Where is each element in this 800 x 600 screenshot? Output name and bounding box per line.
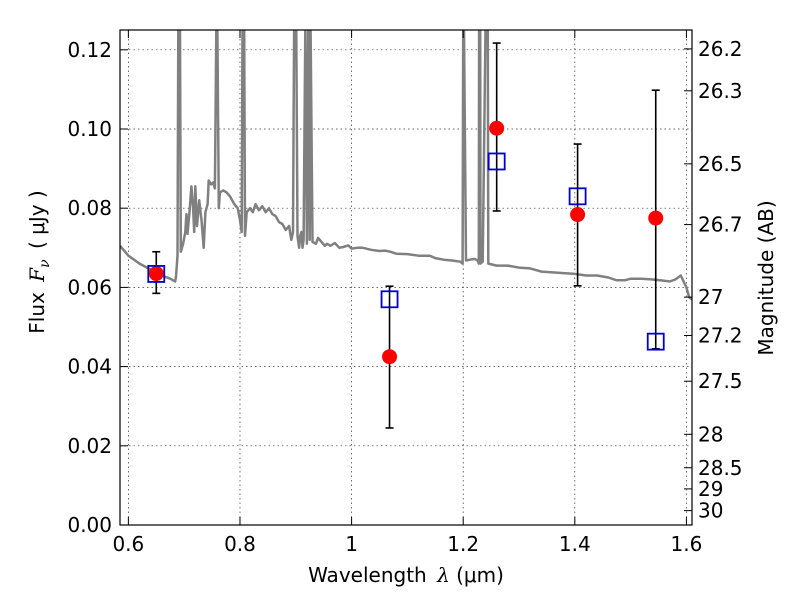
y-tick-label: 0.08: [67, 196, 112, 220]
y-tick-label: 0.02: [67, 434, 112, 458]
y-tick-label: 0.12: [67, 38, 112, 62]
magnitude-tick-label: 27.5: [698, 369, 743, 393]
model-point: [568, 187, 587, 206]
magnitude-tick-label: 28: [698, 422, 723, 446]
x-tick-label: 1.2: [447, 532, 479, 556]
error-bars: [152, 42, 660, 429]
y-tick-label: 0.06: [67, 275, 112, 299]
model-point: [487, 152, 506, 171]
observed-point: [648, 210, 664, 226]
observed-point: [382, 349, 398, 365]
magnitude-tick-label: 26.5: [698, 152, 743, 176]
magnitude-tick-label: 30: [698, 499, 723, 523]
x-axis-label: Wavelength λ (μm): [308, 563, 504, 587]
magnitude-tick-label: 27.2: [698, 323, 743, 347]
x-tick-label: 0.8: [224, 532, 256, 556]
magnitude-tick-label: 28.5: [698, 456, 743, 480]
y-axis-label: Flux Fν ( μJy ): [25, 190, 53, 333]
model-point: [646, 332, 665, 351]
observed-point: [148, 266, 164, 282]
magnitude-tick-label: 27: [698, 285, 723, 309]
observed-point: [570, 207, 586, 223]
observed-point: [489, 120, 505, 136]
magnitude-axis-label: Magnitude (AB): [754, 200, 778, 355]
sed-spectrum-line: [120, 30, 692, 301]
model-points: [147, 152, 665, 351]
model-point: [380, 290, 399, 309]
observed-points: [148, 120, 664, 365]
x-tick-label: 1.6: [671, 532, 703, 556]
x-tick-label: 1: [345, 532, 358, 556]
y-tick-label: 0.10: [67, 117, 112, 141]
x-axis-ticks: 0.6 0.8 1 1.2 1.4 1.6: [112, 30, 702, 556]
magnitude-tick-label: 29: [698, 477, 723, 501]
magnitude-tick-label: 26.7: [698, 213, 743, 237]
sed-spectrum: [120, 30, 692, 301]
magnitude-tick-label: 26.2: [698, 37, 743, 61]
y-tick-label: 0.00: [67, 513, 112, 537]
magnitude-tick-label: 26.3: [698, 79, 743, 103]
x-tick-label: 0.6: [112, 532, 144, 556]
plot-frame: [119, 29, 693, 526]
model-point: [147, 265, 166, 283]
y-tick-label: 0.04: [67, 355, 112, 379]
y-axis-ticks: 0.00 0.02 0.04 0.06 0.08 0.10 0.12: [67, 38, 128, 537]
x-tick-label: 1.4: [559, 532, 591, 556]
